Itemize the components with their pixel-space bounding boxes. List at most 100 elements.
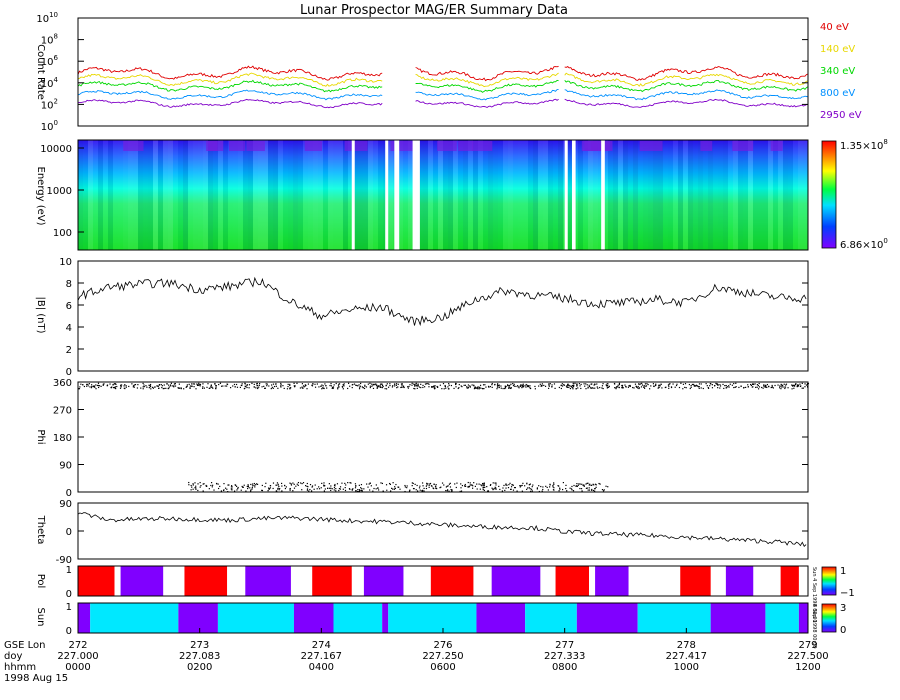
energy-column (403, 140, 408, 250)
phi-point (133, 384, 135, 386)
phi-point (434, 485, 437, 487)
phi-tick-label: 180 (53, 433, 72, 444)
phi-point (747, 384, 749, 386)
phi-point (343, 385, 345, 387)
phi-point (590, 484, 592, 487)
phi-point (504, 489, 506, 491)
pol-ytick-0: 0 (66, 589, 72, 600)
phi-point (615, 386, 618, 388)
phi-point (320, 487, 322, 489)
phi-point (338, 386, 340, 388)
x-row-label-doy: doy (4, 651, 22, 662)
phi-point (306, 489, 309, 491)
energy-column (88, 140, 93, 250)
phi-point (360, 489, 362, 492)
phi-point (380, 386, 382, 388)
phi-point (542, 486, 544, 488)
phi-point (795, 383, 797, 385)
phi-point (347, 387, 349, 390)
phi-point (360, 487, 362, 489)
phi-point (116, 385, 118, 388)
phi-point (414, 384, 416, 386)
phi-point (621, 386, 624, 388)
phi-point (397, 386, 399, 388)
phi-point (371, 383, 373, 385)
phi-point (479, 386, 481, 388)
phi-point (97, 386, 100, 389)
energy-column (353, 140, 358, 250)
b-frame (77, 260, 809, 372)
phi-scatter (78, 382, 810, 493)
phi-point (112, 383, 114, 386)
phi-point (248, 387, 250, 389)
phi-point (371, 385, 373, 387)
phi-point (332, 387, 334, 390)
phi-point (476, 488, 478, 490)
phi-point (478, 483, 480, 485)
phi-point (505, 487, 507, 489)
energy-hot-patch (246, 141, 265, 151)
energy-column (208, 140, 213, 250)
phi-point (531, 488, 533, 490)
theta-line (77, 512, 807, 547)
phi-point (472, 485, 474, 487)
phi-point (468, 486, 470, 488)
phi-point (202, 483, 204, 485)
phi-point (793, 384, 796, 387)
phi-point (393, 488, 395, 490)
phi-point (329, 487, 331, 489)
pol-segment (184, 566, 228, 596)
phi-point (378, 386, 380, 388)
sun-segment (765, 603, 799, 633)
energy-column (533, 140, 538, 250)
phi-point (421, 489, 424, 491)
phi-point (522, 383, 524, 385)
phi-point (429, 482, 432, 485)
pol-segment (725, 566, 754, 596)
sun-segment (710, 603, 766, 633)
pol-panel: Pol 1 0 Sun 4 Sep 1998 00:00 1 −1 (35, 565, 855, 623)
phi-point (376, 384, 378, 386)
phi-point (605, 485, 607, 487)
phi-point (733, 382, 735, 385)
pol-segment (363, 566, 404, 596)
phi-point (243, 388, 245, 390)
x-tick-hhmm: 0200 (187, 662, 212, 673)
phi-point (251, 488, 253, 490)
phi-point (347, 382, 350, 384)
phi-point (707, 386, 709, 389)
phi-point (178, 383, 180, 385)
phi-point (199, 481, 201, 484)
count-rate-line-3 (77, 89, 383, 101)
phi-point (419, 485, 421, 487)
phi-point (402, 385, 405, 387)
phi-point (194, 482, 196, 484)
energy-column (653, 140, 658, 250)
phi-point (566, 490, 568, 492)
phi-point (386, 383, 388, 385)
sun-segment (637, 603, 711, 633)
phi-point (401, 383, 403, 385)
phi-point (339, 488, 342, 490)
phi-point (369, 385, 371, 387)
phi-point (594, 387, 596, 389)
phi-point (278, 489, 280, 491)
phi-point (342, 388, 344, 390)
phi-point (223, 489, 225, 491)
phi-point (270, 388, 272, 390)
x-tick-doy: 227.333 (544, 651, 585, 662)
phi-point (351, 489, 353, 491)
phi-point (668, 387, 670, 389)
phi-point (448, 383, 450, 385)
phi-point (482, 483, 485, 485)
phi-point (589, 387, 592, 389)
energy-hot-patch (472, 141, 493, 151)
phi-point (482, 485, 484, 487)
phi-point (565, 487, 567, 490)
phi-ylabel: Phi (35, 429, 46, 444)
phi-point (190, 484, 192, 487)
phi-point (466, 387, 468, 389)
phi-point (579, 385, 581, 387)
